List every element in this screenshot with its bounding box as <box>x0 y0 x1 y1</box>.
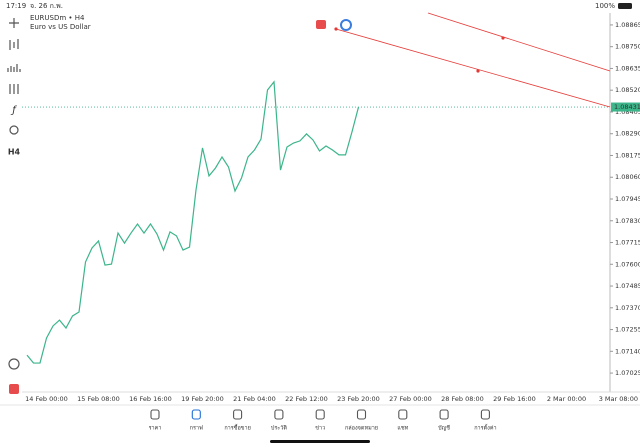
tab-label[interactable]: การซื้อขาย <box>224 424 250 432</box>
y-tick-label: 1.08635 <box>615 64 640 72</box>
status-date: จ. 26 ก.พ. <box>30 2 63 10</box>
tab-bar: ราคา กราฟ การซื้อขาย ประวัติ ข่าว กล่องจดหมาย… <box>149 409 497 432</box>
trend-line[interactable] <box>427 12 611 72</box>
y-tick-label: 1.07945 <box>615 195 640 203</box>
y-tick-label: 1.07715 <box>615 239 640 247</box>
objects-icon[interactable] <box>9 125 19 135</box>
y-tick-label: 1.08060 <box>615 173 640 181</box>
one-click-button[interactable] <box>340 19 352 31</box>
y-tick-label: 1.07140 <box>615 347 640 355</box>
indicators-icon[interactable] <box>7 64 21 72</box>
x-tick-label: 29 Feb 16:00 <box>493 395 536 403</box>
chart-subtitle: Euro vs US Dollar <box>30 23 91 31</box>
trade-button[interactable] <box>316 20 326 29</box>
tab-icon[interactable] <box>274 409 284 420</box>
tab-label[interactable]: ราคา <box>149 426 162 432</box>
current-price-label: 1.08431 <box>614 103 640 111</box>
current-price-box <box>611 102 640 112</box>
tab-icon[interactable] <box>315 409 325 420</box>
tab-label[interactable]: กล่องจดหมาย <box>345 426 378 432</box>
tab-label[interactable]: แชท <box>397 425 408 432</box>
tab-icon[interactable] <box>233 409 243 420</box>
tab-icon[interactable] <box>480 409 490 420</box>
x-tick-label: 3 Mar 08:00 <box>599 395 638 403</box>
crosshair-icon[interactable] <box>9 18 19 28</box>
tab-icon[interactable] <box>398 409 408 420</box>
x-tick-label: 15 Feb 08:00 <box>77 395 120 403</box>
x-tick-label: 2 Mar 00:00 <box>547 395 586 403</box>
history-icon[interactable] <box>8 358 20 370</box>
left-toolbar: ƒ H4 <box>7 18 21 394</box>
plot: 1.08865 1.08750 1.08635 1.08520 1.08405 1.082… <box>22 21 640 403</box>
tab-label[interactable]: บัญชี <box>438 425 450 432</box>
x-tick-label: 21 Feb 04:00 <box>233 395 276 403</box>
y-tick-label: 1.07255 <box>615 326 640 334</box>
y-tick-label: 1.07485 <box>615 282 640 290</box>
price-line <box>26 80 360 364</box>
home-indicator <box>270 440 370 443</box>
tab-icon[interactable] <box>356 409 367 420</box>
battery-icon <box>618 3 632 9</box>
trend-point[interactable] <box>501 36 505 40</box>
tab-label[interactable]: ประวัติ <box>271 425 287 432</box>
x-tick-label: 19 Feb 20:00 <box>181 395 224 403</box>
y-tick-label: 1.08865 <box>615 21 640 29</box>
y-tick-label: 1.07830 <box>615 217 640 225</box>
tab-label[interactable]: ข่าว <box>315 426 325 432</box>
y-tick-label: 1.08290 <box>615 130 640 138</box>
x-tick-label: 27 Feb 00:00 <box>389 395 432 403</box>
chart-type-icon[interactable] <box>9 39 19 50</box>
x-tick-label: 28 Feb 08:00 <box>441 395 484 403</box>
trend-point[interactable] <box>476 69 480 73</box>
y-tick-label: 1.08750 <box>615 43 640 51</box>
trend-point[interactable] <box>334 27 338 31</box>
x-tick-label: 16 Feb 16:00 <box>129 395 172 403</box>
y-tick-label: 1.08175 <box>615 151 640 159</box>
x-tick-label: 14 Feb 00:00 <box>25 395 68 403</box>
y-tick-label: 1.08520 <box>615 86 640 94</box>
y-tick-label: 1.07600 <box>615 260 640 268</box>
x-tick-label: 22 Feb 12:00 <box>285 395 328 403</box>
function-icon[interactable]: ƒ <box>10 105 17 116</box>
tab-icon[interactable] <box>150 409 160 420</box>
x-tick-label: 23 Feb 20:00 <box>337 395 380 403</box>
trend-line[interactable] <box>335 28 611 108</box>
depth-icon[interactable] <box>9 384 19 394</box>
settings-icon[interactable] <box>9 84 19 94</box>
tab-icon[interactable] <box>191 409 201 420</box>
y-tick-label: 1.07370 <box>615 304 640 312</box>
chart-title: EURUSDm • H4 <box>30 14 85 22</box>
y-tick-label: 1.08405 <box>615 108 640 116</box>
timeframe-button[interactable]: H4 <box>8 148 21 157</box>
status-battery: 100% <box>595 2 615 10</box>
tab-label[interactable]: การตั้งค่า <box>474 424 496 432</box>
tab-label[interactable]: กราฟ <box>190 425 203 432</box>
y-tick-label: 1.07025 <box>615 369 640 377</box>
tab-icon[interactable] <box>439 409 449 420</box>
status-time: 17:19 <box>6 2 26 10</box>
